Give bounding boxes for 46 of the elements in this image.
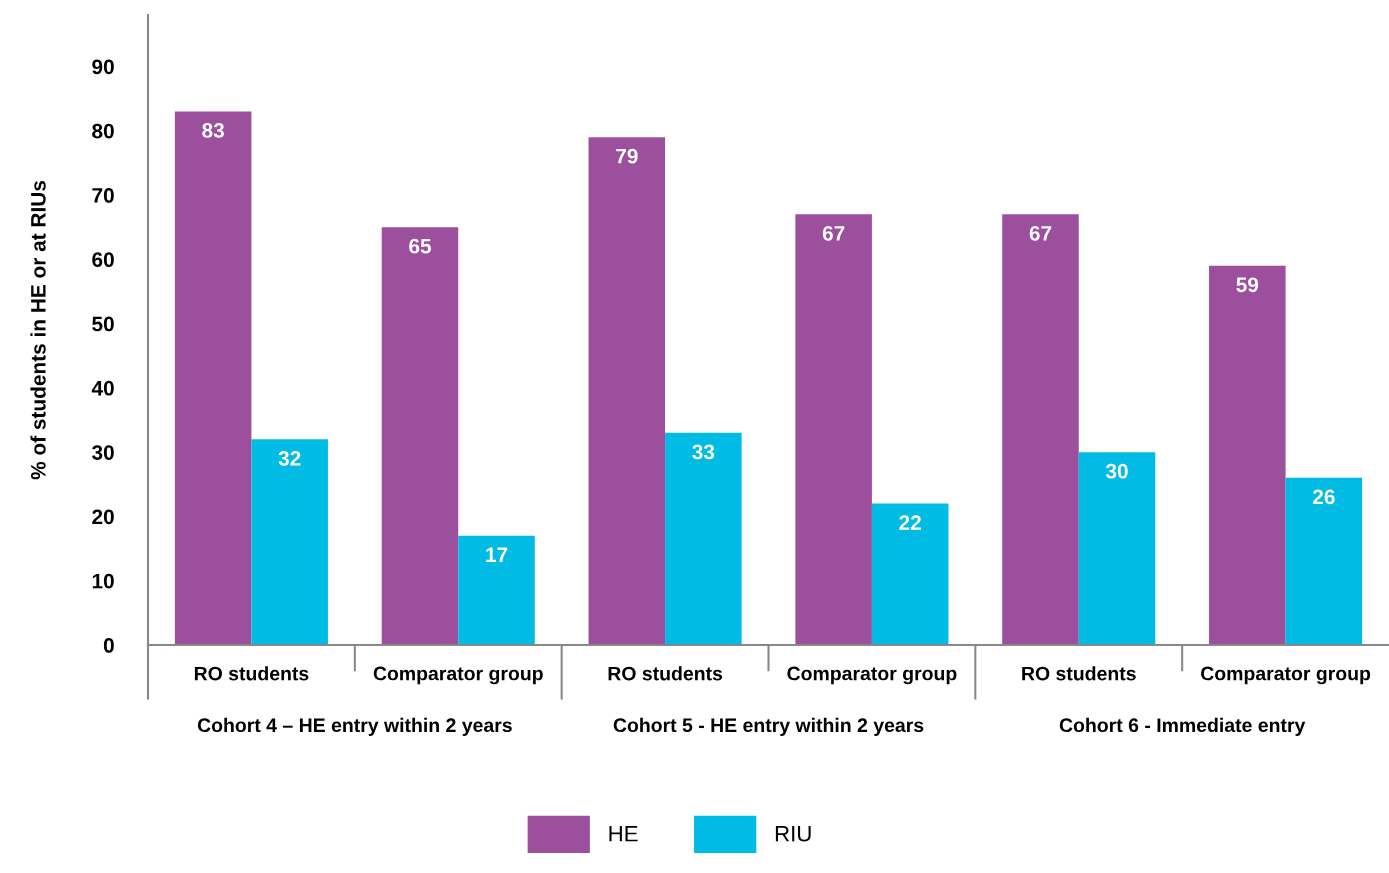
data-label: 32 (278, 450, 301, 466)
bar (1002, 214, 1079, 645)
bar (665, 432, 742, 645)
bar (381, 227, 459, 645)
data-label: 59 (1236, 277, 1259, 293)
data-label: 33 (692, 444, 715, 460)
y-tick-label: 10 (92, 573, 114, 589)
data-label: 83 (202, 123, 224, 138)
bar (251, 439, 328, 645)
data-label: 65 (409, 238, 431, 254)
bar (458, 535, 535, 645)
text: Cohort 5 - HE entry within 2 years (613, 717, 924, 736)
y-tick-label: 60 (92, 252, 114, 268)
bar (588, 137, 666, 645)
legend-label: HE (609, 826, 638, 842)
legend-label: RIU (775, 826, 811, 842)
bar (1209, 265, 1286, 645)
x-tick-label: RO students (1022, 666, 1136, 681)
x-tick-label: Comparator group (787, 666, 957, 685)
x-tick-label: RO students (194, 666, 309, 681)
text: Cohort 4 – HE entry within 2 years (197, 717, 512, 736)
y-tick-label: 30 (91, 445, 114, 460)
text: Cohort 6 - Immediate entry (1059, 717, 1306, 736)
y-tick-label: 80 (92, 123, 114, 139)
data-label: 79 (616, 148, 638, 164)
x-tick-label: Comparator group (1201, 666, 1371, 685)
y-tick-label: 0 (103, 638, 114, 653)
data-label: 26 (1312, 489, 1335, 505)
y-tick-label: 40 (91, 380, 114, 396)
y-tick-label: 90 (92, 59, 114, 75)
bar (1078, 452, 1156, 645)
bar (174, 111, 252, 645)
data-label: 22 (899, 515, 921, 530)
data-label: 30 (1105, 463, 1128, 479)
x-tick-label: RO students (608, 666, 723, 681)
bar (871, 503, 949, 645)
data-label: 67 (822, 225, 845, 241)
x-tick-label: Comparator group (373, 666, 543, 685)
bar (1285, 477, 1363, 645)
bar (795, 214, 872, 645)
y-tick-label: 20 (92, 509, 114, 525)
y-axis-title: % of students in HE or at RIUs (30, 180, 46, 480)
y-tick-label: 70 (92, 188, 114, 203)
data-label: 17 (486, 547, 508, 562)
data-label: 67 (1029, 225, 1052, 241)
y-tick-label: 50 (92, 316, 114, 332)
